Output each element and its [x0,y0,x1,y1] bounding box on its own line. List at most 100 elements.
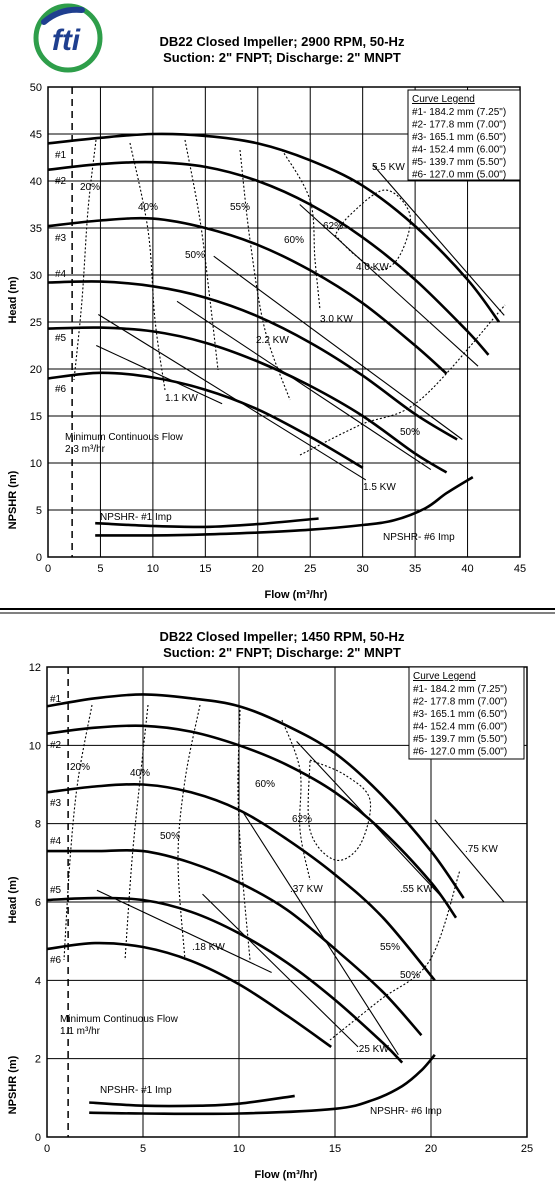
y-tick-label: 50 [30,82,42,94]
legend-box [408,666,525,760]
x-tick-label: 20 [252,563,264,575]
y-tick-label: 10 [29,740,41,752]
x-axis-label: Flow (m³/hr) [255,1169,318,1181]
series-line [46,941,332,1048]
series-line [47,132,501,323]
efficiency-label: 50% [160,831,180,842]
legend: Curve Legend #1- 184.2 mm (7.25") #2- 177.… [407,89,521,181]
efficiency-curve [329,869,461,1041]
legend-box [407,89,521,181]
series-line [46,782,436,982]
x-tick-label: 15 [329,1143,341,1155]
x-tick-label: 10 [147,563,159,575]
series-label: NPSHR- #1 Imp [100,1085,172,1096]
series-line [47,371,364,469]
y-tick-label: 6 [35,897,41,909]
logo-text: fti [52,24,81,57]
y-axis-label: Head (m) [7,876,19,923]
legend-title: Curve Legend [413,671,476,682]
power-line [434,819,505,903]
efficiency-label: 62% [292,814,312,825]
logo-swoosh [41,6,85,25]
x-tick-label: 0 [45,563,51,575]
series-label: #3 [55,233,67,244]
power-label: .18 KW [192,942,225,953]
series-line [47,280,458,441]
x-tick-label: 35 [409,563,421,575]
y-tick-label: 20 [30,364,42,376]
min-flow-value: 1.1 m³/hr [60,1026,101,1037]
chart-subtitle: Suction: 2" FNPT; Discharge: 2" MNPT [163,50,401,65]
series-label: #6 [55,384,67,395]
efficiency-curve [184,139,219,371]
series-label: NPSHR- #6 Imp [370,1106,442,1117]
chart-subtitle: Suction: 2" FNPT; Discharge: 2" MNPT [163,645,401,660]
y-tick-label: 15 [30,411,42,423]
x-tick-label: 45 [514,563,526,575]
series-label: #3 [50,798,62,809]
efficiency-label: 20% [70,762,90,773]
logo-ring [33,3,103,73]
legend-entry: #1- 184.2 mm (7.25") [412,107,506,118]
efficiency-curves: 20% 40% 50% 60% 62% 55% 50% [63,704,461,1041]
power-line [299,204,479,367]
efficiency-curve [73,139,97,381]
legend-entry: #4- 152.4 mm (6.00") [412,145,506,156]
y-tick-label: 12 [29,662,41,674]
legend-entry: #3- 165.1 mm (6.50") [413,709,507,720]
legend-entry: #2- 177.8 mm (7.00") [412,120,506,131]
series-label: #5 [55,333,67,344]
power-label: 4.0 KW [356,262,389,273]
legend-title: Curve Legend [412,94,475,105]
efficiency-label: 55% [230,202,250,213]
series-label: #5 [50,885,62,896]
legend-entry: #5- 139.7 mm (5.50") [412,157,506,168]
efficiency-curve [281,149,321,311]
power-label: .55 KW [400,884,433,895]
power-lines: 5.5 KW 4.0 KW 3.0 KW 2.2 KW 1.5 KW 1.1 KW [96,162,505,493]
chart-1450rpm: DB22 Closed Impeller; 1450 RPM, 50-Hz Su… [7,629,533,1181]
y-tick-label: 8 [35,819,41,831]
chart-2900rpm: DB22 Closed Impeller; 2900 RPM, 50-Hz Su… [7,34,526,601]
efficiency-curves: 20% 40% 50% 55% 60% 62% 50% [73,139,506,456]
grid [47,86,521,558]
efficiency-curve [129,142,166,391]
series-label: NPSHR- #6 Imp [383,532,455,543]
legend-entry: #5- 139.7 mm (5.50") [413,734,507,745]
series-line [46,896,404,1064]
series-label: #1 [55,150,67,161]
power-line [242,811,399,1056]
efficiency-curve [334,189,412,271]
chart-title: DB22 Closed Impeller; 1450 RPM, 50-Hz [160,629,405,644]
efficiency-label: 50% [185,250,205,261]
x-axis-label: Flow (m³/hr) [265,589,328,601]
y-tick-label: 4 [35,975,41,987]
series-line [95,475,474,537]
power-line [176,300,432,471]
series-label: #4 [50,836,62,847]
y-tick-label: 25 [30,317,42,329]
x-tick-label: 40 [461,563,473,575]
efficiency-curve [124,704,149,961]
y-tick-label: 40 [30,176,42,188]
min-flow-value: 2.3 m³/hr [65,444,106,455]
head-curves: #1 #2 #3 #4 #5 #6 NPSHR- #1 Imp NPSHR- #6 Imp [46,693,465,1117]
plot-frame [46,666,528,1138]
y-tick-label: 0 [36,552,42,564]
power-label: 1.5 KW [363,482,396,493]
series-line [89,1094,295,1108]
efficiency-curve [63,704,93,961]
chart-title: DB22 Closed Impeller; 2900 RPM, 50-Hz [160,34,405,49]
y-tick-label: 30 [30,270,42,282]
efficiency-label: 60% [284,235,304,246]
min-flow-note: Minimum Continuous Flow [60,1014,179,1025]
legend-entry: #4- 152.4 mm (6.00") [413,722,507,733]
efficiency-label: 50% [400,427,420,438]
legend-entry: #3- 165.1 mm (6.50") [412,132,506,143]
power-label: .25 KW [356,1044,389,1055]
series-line [47,160,490,356]
x-tick-label: 30 [357,563,369,575]
efficiency-label: 55% [380,942,400,953]
power-lines: .75 KW .55 KW .37 KW .25 KW .18 KW [96,741,505,1056]
efficiency-label: 62% [323,221,343,232]
